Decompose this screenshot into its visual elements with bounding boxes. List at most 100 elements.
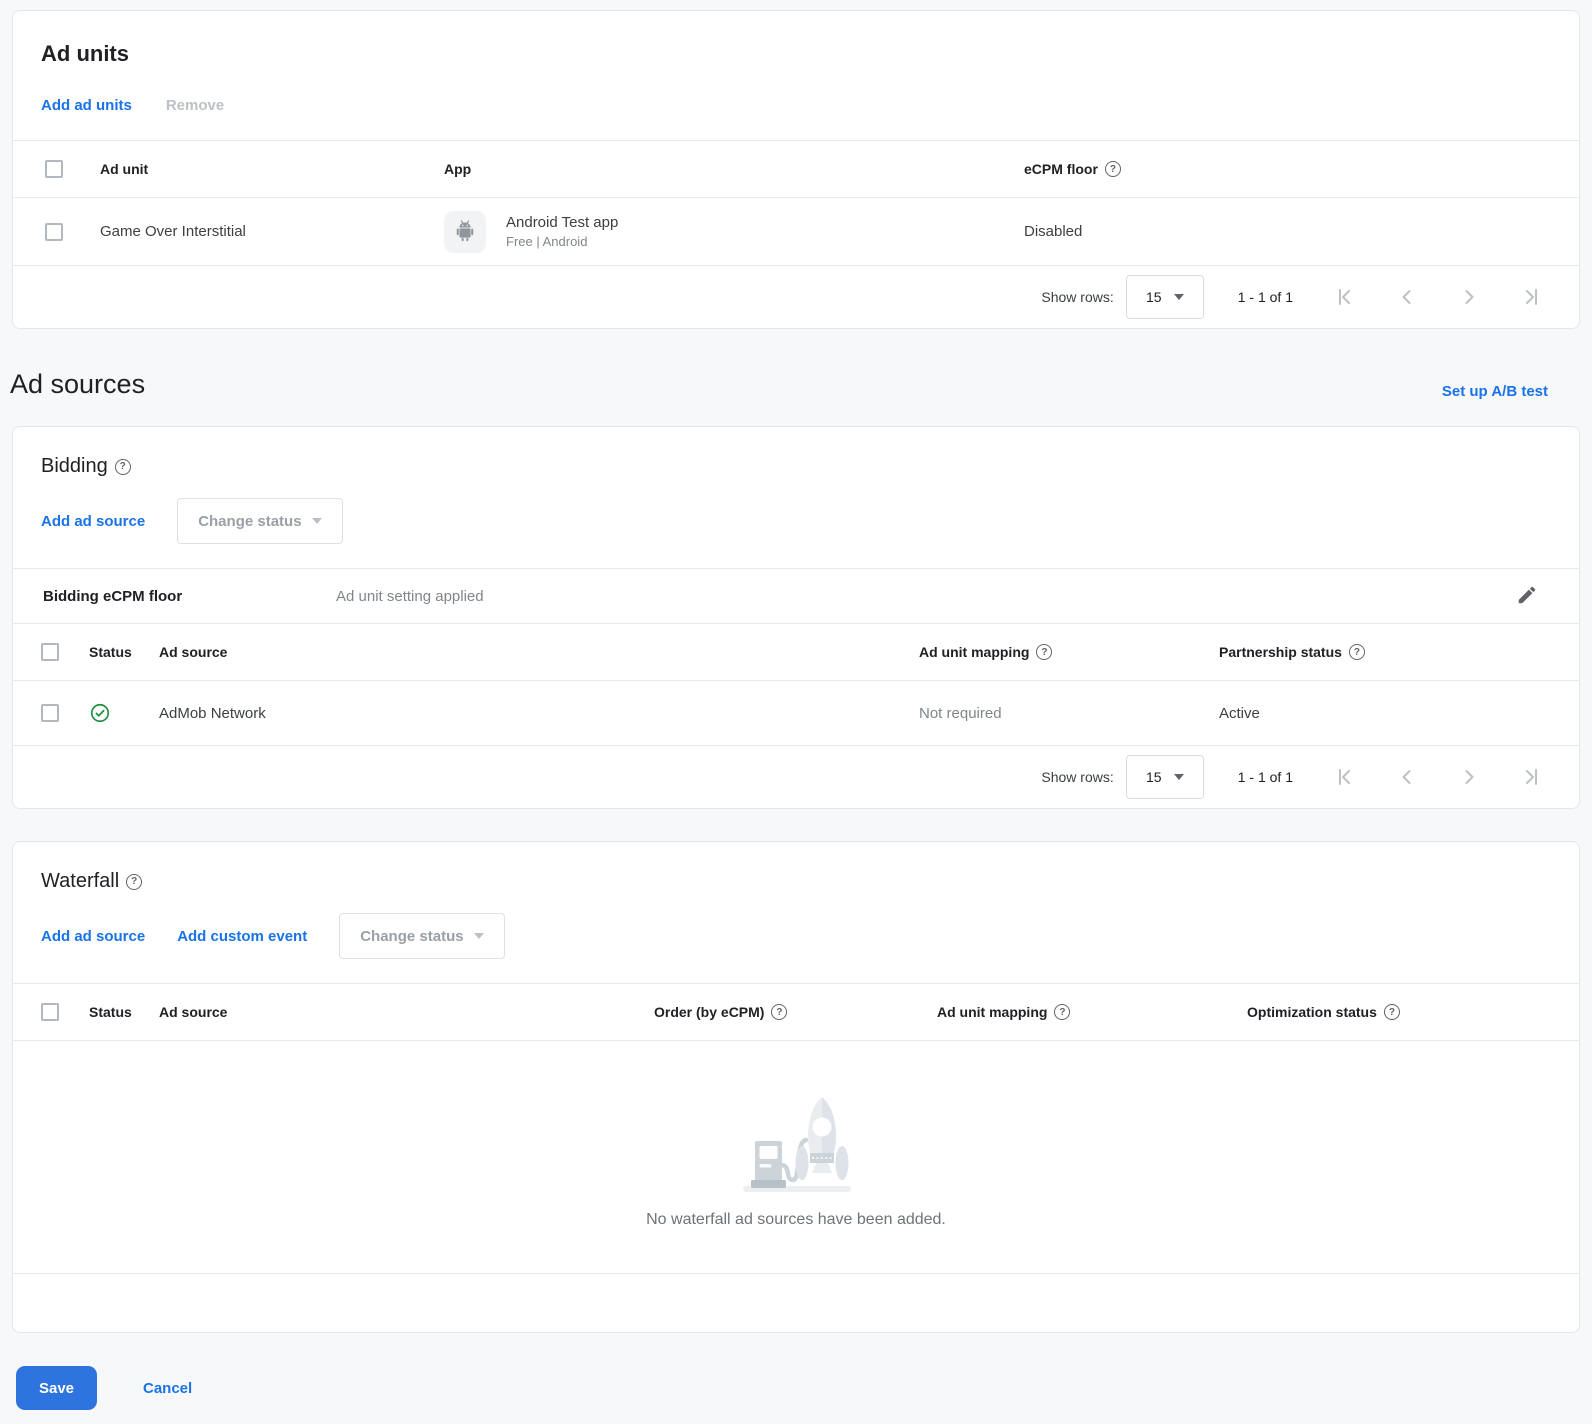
col-ad-unit-mapping: Ad unit mapping ?	[919, 644, 1219, 660]
waterfall-add-custom-event-button[interactable]: Add custom event	[177, 927, 308, 945]
prev-page-button[interactable]	[1395, 285, 1419, 309]
row-checkbox[interactable]	[45, 222, 63, 241]
divider	[13, 568, 1579, 569]
ad-sources-title: Ad sources	[10, 369, 146, 399]
help-icon[interactable]: ?	[114, 458, 131, 475]
next-page-button[interactable]	[1457, 765, 1481, 789]
last-page-button[interactable]	[1519, 285, 1543, 309]
select-all-checkbox[interactable]	[45, 160, 63, 178]
help-icon[interactable]: ?	[771, 1004, 788, 1020]
status-active-check-icon	[89, 702, 159, 724]
app-cell: Android Test app Free | Android	[444, 210, 1024, 253]
waterfall-card: Waterfall ? Add ad source Add custom eve…	[12, 841, 1580, 1333]
first-page-icon	[1339, 769, 1350, 785]
ad-unit-mapping-value: Not required	[919, 704, 1002, 722]
bidding-table-header: Status Ad source Ad unit mapping ? Partn…	[13, 624, 1579, 680]
prev-page-button[interactable]	[1395, 765, 1419, 789]
select-all-checkbox[interactable]	[41, 643, 59, 661]
help-icon[interactable]: ?	[1036, 644, 1053, 660]
bidding-pagination: Show rows: 15 1 - 1 of 1	[13, 746, 1579, 808]
rows-per-page-select[interactable]: 15	[1125, 275, 1204, 319]
add-ad-units-button[interactable]: Add ad units	[41, 97, 132, 114]
divider	[13, 1273, 1579, 1274]
app-meta: Free | Android	[506, 233, 588, 249]
col-order-by-ecpm: Order (by eCPM) ?	[654, 1004, 937, 1020]
ad-units-title: Ad units	[41, 41, 129, 66]
bidding-change-status-button[interactable]: Change status	[177, 498, 343, 544]
bidding-add-ad-source-button[interactable]: Add ad source	[41, 512, 146, 530]
col-status: Status	[89, 644, 132, 660]
select-all-checkbox[interactable]	[41, 1003, 59, 1021]
page-range: 1 - 1 of 1	[1237, 769, 1293, 785]
col-status: Status	[89, 1004, 132, 1020]
dropdown-arrow-icon	[1173, 294, 1184, 300]
ad-unit-name: Game Over Interstitial	[100, 223, 246, 240]
show-rows-label: Show rows:	[1041, 289, 1114, 305]
col-ecpm-floor: eCPM floor ?	[1024, 161, 1555, 177]
bidding-source-row[interactable]: AdMob Network Not required Active	[13, 681, 1579, 745]
dropdown-arrow-icon	[1173, 774, 1184, 780]
next-page-button[interactable]	[1457, 285, 1481, 309]
divider	[13, 680, 1579, 681]
first-page-button[interactable]	[1333, 285, 1357, 309]
col-partnership-status: Partnership status ?	[1219, 644, 1579, 660]
waterfall-footer-strip	[13, 1274, 1579, 1332]
pencil-icon	[1518, 586, 1536, 604]
col-ad-source: Ad source	[159, 644, 228, 660]
divider	[13, 197, 1579, 198]
dropdown-arrow-icon	[473, 933, 484, 939]
save-button[interactable]: Save	[16, 1366, 97, 1410]
edit-ecpm-floor-button[interactable]	[1515, 584, 1539, 608]
mediation-settings-page: Ad units Add ad units Remove Ad unit App…	[0, 10, 1592, 1424]
ad-source-name: AdMob Network	[159, 704, 266, 722]
chevron-left-icon	[1402, 770, 1411, 784]
bidding-ecpm-floor-value: Ad unit setting applied	[336, 587, 484, 605]
col-ad-unit-mapping: Ad unit mapping ?	[937, 1004, 1247, 1020]
divider	[13, 623, 1579, 624]
waterfall-empty-message: No waterfall ad sources have been added.	[646, 1211, 946, 1228]
chevron-right-icon	[1465, 770, 1474, 784]
ad-unit-row[interactable]: Game Over Interstitial	[13, 198, 1579, 265]
ad-units-table-header: Ad unit App eCPM floor ?	[13, 141, 1579, 197]
dropdown-arrow-icon	[311, 518, 322, 524]
cancel-button[interactable]: Cancel	[143, 1379, 193, 1397]
bidding-card: Bidding ? Add ad source Change status Bi…	[12, 426, 1580, 809]
col-ad-source: Ad source	[159, 1004, 228, 1020]
ad-units-pagination: Show rows: 15 1 - 1 of 1	[13, 266, 1579, 328]
first-page-button[interactable]	[1333, 765, 1357, 789]
remove-ad-units-button[interactable]: Remove	[165, 97, 225, 114]
help-icon[interactable]: ?	[126, 873, 143, 890]
last-page-button[interactable]	[1519, 765, 1543, 789]
waterfall-table-header: Status Ad source Order (by eCPM) ? Ad un…	[13, 984, 1579, 1040]
col-optimization-status: Optimization status ?	[1247, 1004, 1579, 1020]
ad-units-card: Ad units Add ad units Remove Ad unit App…	[12, 10, 1580, 329]
setup-ab-test-link[interactable]: Set up A/B test	[1441, 383, 1548, 400]
waterfall-change-status-button[interactable]: Change status	[339, 913, 505, 959]
divider	[13, 140, 1579, 141]
chevron-left-icon	[1402, 290, 1411, 304]
waterfall-add-ad-source-button[interactable]: Add ad source	[41, 927, 146, 945]
waterfall-title: Waterfall	[41, 870, 120, 892]
bidding-title-row: Bidding ?	[41, 455, 1551, 478]
bidding-title: Bidding	[41, 455, 108, 477]
divider	[13, 1040, 1579, 1041]
android-robot-icon	[456, 219, 474, 241]
chevron-right-icon	[1465, 290, 1474, 304]
rows-per-page-select[interactable]: 15	[1125, 755, 1204, 799]
last-page-icon	[1526, 289, 1537, 305]
divider	[13, 745, 1579, 746]
app-name: Android Test app	[506, 213, 619, 231]
col-ad-unit: Ad unit	[100, 161, 149, 177]
waterfall-empty-state: No waterfall ad sources have been added.	[13, 1041, 1579, 1273]
divider	[13, 983, 1579, 984]
help-icon[interactable]: ?	[1104, 161, 1121, 177]
help-icon[interactable]: ?	[1383, 1004, 1400, 1020]
help-icon[interactable]: ?	[1348, 644, 1365, 660]
partnership-status-value: Active	[1219, 704, 1260, 722]
android-app-icon	[444, 210, 486, 253]
row-checkbox[interactable]	[41, 704, 59, 722]
show-rows-label: Show rows:	[1041, 769, 1114, 785]
help-icon[interactable]: ?	[1054, 1004, 1071, 1020]
page-footer: Save Cancel	[16, 1366, 1592, 1410]
waterfall-title-row: Waterfall ?	[41, 870, 1551, 893]
